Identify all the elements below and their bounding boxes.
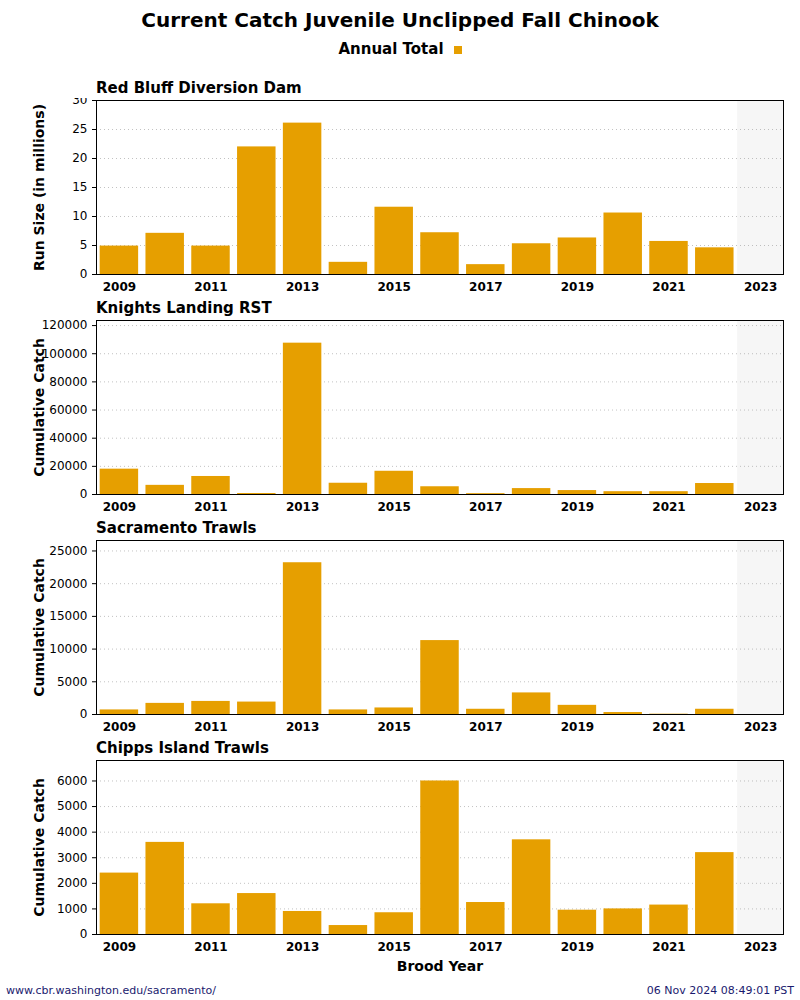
svg-text:2015: 2015 xyxy=(377,500,410,514)
svg-text:2009: 2009 xyxy=(103,720,136,734)
svg-text:2021: 2021 xyxy=(652,720,685,734)
svg-text:0: 0 xyxy=(80,927,88,941)
svg-text:2019: 2019 xyxy=(561,500,594,514)
svg-text:2013: 2013 xyxy=(286,280,319,294)
svg-text:Cumulative Catch: Cumulative Catch xyxy=(31,338,47,477)
svg-text:2019: 2019 xyxy=(561,280,594,294)
svg-text:10: 10 xyxy=(72,209,87,223)
svg-text:2013: 2013 xyxy=(286,500,319,514)
svg-text:5000: 5000 xyxy=(57,799,88,813)
svg-text:60000: 60000 xyxy=(49,403,87,417)
svg-text:4000: 4000 xyxy=(57,825,88,839)
svg-text:0: 0 xyxy=(80,707,88,721)
svg-text:2009: 2009 xyxy=(103,940,136,954)
svg-text:3000: 3000 xyxy=(57,851,88,865)
svg-text:6000: 6000 xyxy=(57,774,88,788)
svg-text:20: 20 xyxy=(72,151,87,165)
svg-text:80000: 80000 xyxy=(49,375,87,389)
html-text:Sacramento Trawls: Sacramento Trawls xyxy=(96,519,257,537)
svg-text:5000: 5000 xyxy=(57,675,88,689)
svg-text:Cumulative Catch: Cumulative Catch xyxy=(31,558,47,697)
svg-text:Run Size (in millions): Run Size (in millions) xyxy=(31,104,47,271)
svg-text:2015: 2015 xyxy=(377,720,410,734)
svg-text:100000: 100000 xyxy=(42,347,88,361)
svg-text:5: 5 xyxy=(80,238,88,252)
svg-text:2017: 2017 xyxy=(469,280,502,294)
svg-text:15: 15 xyxy=(72,180,87,194)
html-text:Current Catch Juvenile Unclipp: Current Catch Juvenile Unclipped Fall Ch… xyxy=(141,8,659,32)
html-text:Annual Total: Annual Total xyxy=(338,40,444,58)
svg-text:2023: 2023 xyxy=(744,720,777,734)
html-text:Chipps Island Trawls: Chipps Island Trawls xyxy=(96,739,269,757)
svg-text:1000: 1000 xyxy=(57,902,88,916)
svg-text:0: 0 xyxy=(80,267,88,281)
svg-text:2019: 2019 xyxy=(561,720,594,734)
svg-text:40000: 40000 xyxy=(49,431,87,445)
svg-text:2009: 2009 xyxy=(103,500,136,514)
svg-text:2017: 2017 xyxy=(469,500,502,514)
svg-text:2017: 2017 xyxy=(469,940,502,954)
svg-text:15000: 15000 xyxy=(49,609,87,623)
svg-text:2015: 2015 xyxy=(377,280,410,294)
svg-text:Cumulative Catch: Cumulative Catch xyxy=(31,778,47,917)
svg-text:2013: 2013 xyxy=(286,720,319,734)
svg-text:2023: 2023 xyxy=(744,500,777,514)
svg-text:25: 25 xyxy=(72,122,87,136)
svg-text:2017: 2017 xyxy=(469,720,502,734)
svg-text:2009: 2009 xyxy=(103,280,136,294)
html-text:www.cbr.washington.edu/sacrame: www.cbr.washington.edu/sacramento/ xyxy=(6,984,216,997)
html-text:Red Bluff Diversion Dam: Red Bluff Diversion Dam xyxy=(96,79,302,97)
svg-text:2021: 2021 xyxy=(652,940,685,954)
svg-text:2021: 2021 xyxy=(652,280,685,294)
svg-text:2011: 2011 xyxy=(194,720,227,734)
svg-text:2011: 2011 xyxy=(194,280,227,294)
svg-text:2000: 2000 xyxy=(57,876,88,890)
svg-text:25000: 25000 xyxy=(49,544,87,558)
svg-text:2011: 2011 xyxy=(194,500,227,514)
svg-text:2019: 2019 xyxy=(561,940,594,954)
html-text:06 Nov 2024 08:49:01 PST: 06 Nov 2024 08:49:01 PST xyxy=(646,984,794,997)
svg-text:2023: 2023 xyxy=(744,280,777,294)
svg-text:Brood Year: Brood Year xyxy=(397,958,484,974)
svg-text:2011: 2011 xyxy=(194,940,227,954)
svg-text:2021: 2021 xyxy=(652,500,685,514)
svg-text:2013: 2013 xyxy=(286,940,319,954)
svg-text:2023: 2023 xyxy=(744,940,777,954)
svg-text:2015: 2015 xyxy=(377,940,410,954)
svg-text:10000: 10000 xyxy=(49,642,87,656)
svg-text:20000: 20000 xyxy=(49,459,87,473)
svg-text:30: 30 xyxy=(72,98,87,107)
svg-text:0: 0 xyxy=(80,487,88,501)
html-text:Knights Landing RST: Knights Landing RST xyxy=(96,299,272,317)
svg-text:120000: 120000 xyxy=(42,318,88,332)
svg-text:20000: 20000 xyxy=(49,577,87,591)
